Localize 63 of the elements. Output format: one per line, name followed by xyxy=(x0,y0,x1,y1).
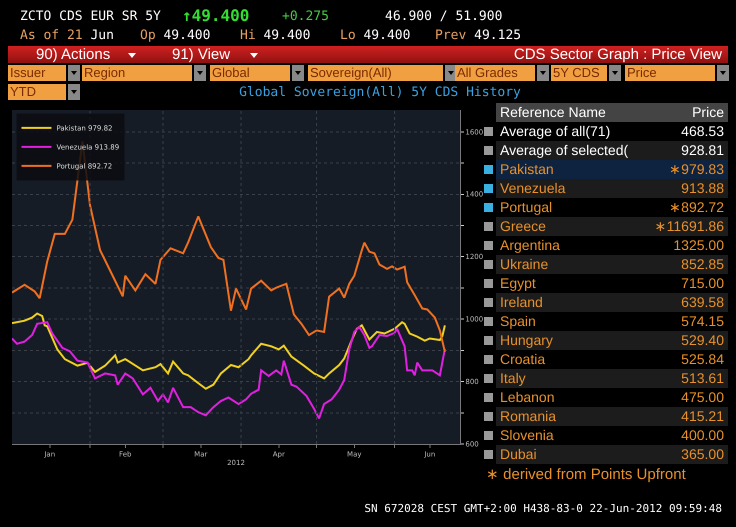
category-label: Venezuela xyxy=(500,179,566,198)
text: 475.00 xyxy=(681,389,724,405)
text: As of 21 Jun xyxy=(20,28,114,43)
category-label: Average of selected( xyxy=(500,141,630,160)
text: 913.88 xyxy=(681,180,724,196)
category-label: Romania xyxy=(500,407,558,426)
text: 928.81 xyxy=(681,142,724,158)
text: 415.21 xyxy=(681,408,724,424)
category-label: Slovenia xyxy=(500,426,555,445)
category-label: Egypt xyxy=(500,274,537,293)
category-label: Hungary xyxy=(500,331,554,350)
text: 529.40 xyxy=(681,332,724,348)
text: ∗979.83 xyxy=(669,161,724,177)
category-label: Ukraine xyxy=(500,255,550,274)
text: Lo 49.400 xyxy=(340,28,410,43)
text: 513.61 xyxy=(681,370,724,386)
text: YTD xyxy=(8,84,66,100)
text: 574.15 xyxy=(681,313,724,329)
text: 852.85 xyxy=(681,256,724,272)
line-series xyxy=(12,321,446,420)
category-label: Pakistan xyxy=(500,160,555,179)
category-label: Dubai xyxy=(500,445,538,464)
text: Reference Name xyxy=(500,103,607,122)
line-series xyxy=(12,312,446,390)
category-label: Portugal xyxy=(500,198,554,217)
category-label: Spain xyxy=(500,312,537,331)
text: Price xyxy=(625,65,715,81)
text: 639.58 xyxy=(681,294,724,310)
text: 400.00 xyxy=(681,427,724,443)
text: CDS Sector Graph : Price View xyxy=(514,46,722,63)
text: ↑49.400 xyxy=(182,6,250,25)
chart-title: Global Sovereign(All) 5Y CDS History xyxy=(238,84,522,101)
text: Hi 49.400 xyxy=(240,28,310,43)
text: Sovereign(All) xyxy=(308,65,443,81)
text: 1325.00 xyxy=(673,237,724,253)
text: 468.53 xyxy=(681,123,724,139)
category-label: Average of all(71) xyxy=(500,122,612,141)
text: ZCTO CDS EUR SR 5Y xyxy=(20,8,161,25)
category-label: Argentina xyxy=(500,236,561,255)
text: Op 49.400 xyxy=(140,28,210,43)
category-label: Greece xyxy=(500,217,547,236)
text: SN 672028 CEST GMT+2:00 H438-83-0 22-Jun-2012 09:59:48 xyxy=(364,501,722,517)
category-label: Lebanon xyxy=(500,388,556,407)
text: 715.00 xyxy=(681,275,724,291)
text: Global xyxy=(210,65,290,81)
text: 5Y CDS xyxy=(551,65,607,81)
text: ∗ derived from Points Upfront xyxy=(486,466,686,483)
text: +0.275 xyxy=(282,8,329,25)
category-label: Croatia xyxy=(500,350,546,369)
text: ∗892.72 xyxy=(669,199,724,215)
text: 46.900 / 51.900 xyxy=(385,8,502,25)
text: ∗11691.86 xyxy=(654,218,724,234)
text: Region xyxy=(82,65,192,81)
text: All Grades xyxy=(455,65,535,81)
text: 91) View xyxy=(172,46,230,63)
category-label: Ireland xyxy=(500,293,544,312)
text: 525.84 xyxy=(681,351,724,367)
text: Prev 49.125 xyxy=(435,28,522,43)
category-label: Italy xyxy=(500,369,527,388)
text: Price xyxy=(692,103,724,122)
text: Issuer xyxy=(8,65,66,81)
text: 365.00 xyxy=(681,446,724,462)
text: 90) Actions xyxy=(36,46,110,63)
